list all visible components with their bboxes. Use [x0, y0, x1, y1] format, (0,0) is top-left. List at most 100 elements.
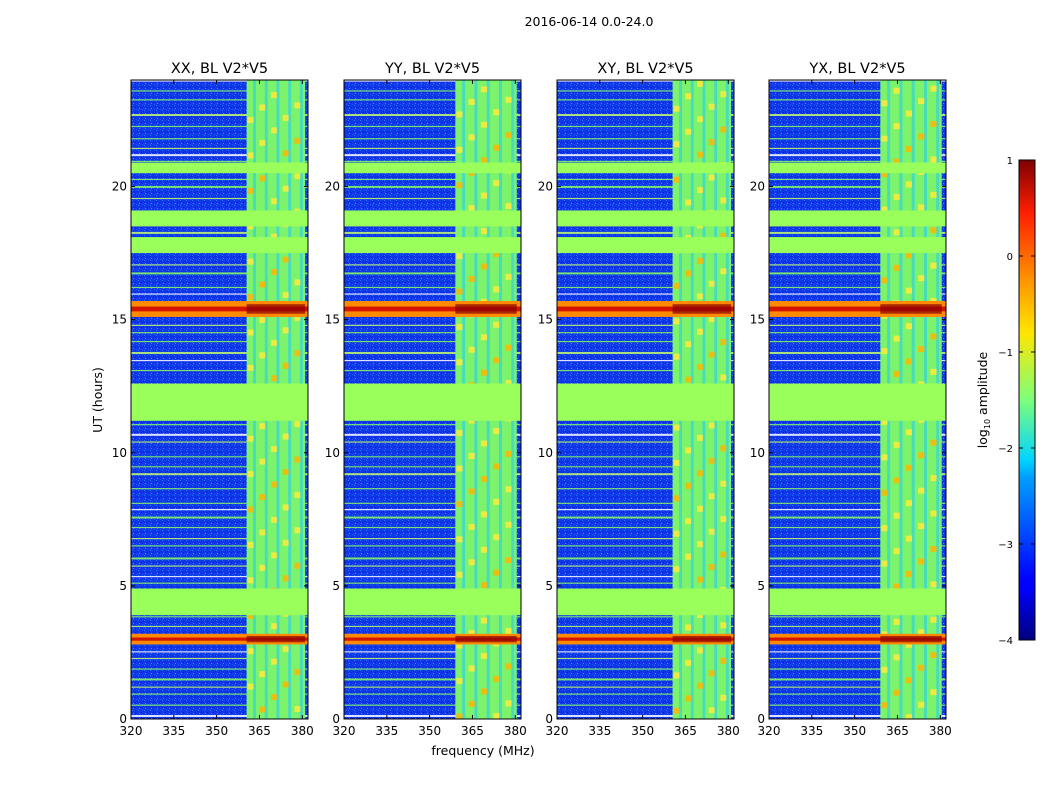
panel-1: XX, BL V2*V5 320 335 350 365 380 0 5 10 15 20 [112, 61, 314, 738]
rfi-blob [480, 511, 488, 518]
rfi-blob [881, 277, 888, 284]
rfi-blob [282, 575, 289, 582]
rfi-blob [720, 516, 727, 523]
flag-stripe [769, 526, 946, 529]
rfi-blob [493, 357, 500, 364]
flag-stripe [131, 99, 308, 101]
flag-stripe [344, 231, 521, 234]
rfi-blob [708, 139, 715, 146]
flagged-range [769, 383, 946, 421]
flag-stripe [344, 704, 521, 706]
flag-stripe [557, 154, 734, 157]
flag-stripe [769, 114, 946, 117]
flag-stripe [131, 704, 308, 706]
rfi-blob [480, 475, 488, 482]
flag-stripe [557, 293, 734, 295]
flag-stripe [769, 272, 946, 275]
flagged-range [557, 383, 734, 421]
rfi-blob [468, 346, 475, 353]
rfi-blob [918, 629, 925, 636]
flag-stripe [769, 488, 946, 490]
rfi-blob [893, 371, 900, 378]
flag-stripe [131, 125, 308, 128]
flag-stripe [344, 616, 521, 618]
y-tick-label: 15 [538, 313, 553, 327]
rfi-blob [282, 291, 289, 298]
rfi-blob [881, 171, 888, 178]
flag-stripe [557, 625, 734, 628]
flag-stripe [131, 441, 308, 443]
rfi-blob [493, 321, 500, 328]
flagged-range [344, 383, 521, 421]
high-amplitude-core [131, 306, 308, 312]
rfi-blob [456, 111, 463, 118]
flag-stripe [344, 526, 521, 529]
rfi-blob [685, 695, 692, 702]
flag-stripe [769, 147, 946, 150]
rfi-blob [720, 445, 727, 452]
rfi-blob [930, 439, 937, 446]
flag-stripe [769, 138, 946, 140]
rfi-blob [294, 421, 301, 428]
flag-stripe [557, 264, 734, 266]
flag-stripe [131, 488, 308, 490]
rfi-blob [893, 193, 900, 200]
flag-stripe [769, 80, 946, 82]
flag-stripe [769, 545, 946, 547]
flagged-range [344, 210, 521, 227]
rfi-blob [505, 96, 512, 103]
flag-stripe [344, 516, 521, 519]
panel-title: YY, BL V2*V5 [384, 61, 480, 77]
rfi-blob [294, 562, 301, 569]
rfi-blob [918, 204, 925, 211]
rfi-blob [918, 487, 925, 494]
flag-stripe [769, 185, 946, 188]
flag-stripe [769, 668, 946, 670]
flag-stripe [769, 197, 946, 200]
rfi-blob [673, 530, 680, 537]
rfi-blob [456, 500, 463, 507]
colorbar-tick-label: 1 [1007, 156, 1013, 167]
flag-stripe [769, 651, 946, 653]
colorbar-tick-label: −1 [998, 348, 1013, 359]
rfi-blob [930, 510, 937, 517]
flag-stripe [557, 582, 734, 584]
rfi-blob [930, 191, 937, 198]
rfi-blob [247, 152, 254, 159]
flag-stripe [344, 657, 521, 660]
flag-stripe [769, 456, 946, 458]
rfi-blob [881, 454, 888, 461]
rfi-blob [468, 488, 475, 495]
x-tick-label: 350 [843, 724, 866, 738]
rfi-blob [905, 535, 913, 542]
flag-stripe [557, 125, 734, 128]
rfi-blob [505, 273, 512, 280]
colorbar-ticks: 1 0 −1 −2 −3 −4 [998, 156, 1035, 647]
rfi-blob [247, 471, 254, 478]
flagged-range [131, 237, 308, 254]
flagged-range [557, 210, 734, 227]
flag-stripe [131, 678, 308, 681]
rfi-blob [697, 647, 703, 654]
rfi-blob [456, 288, 463, 295]
rfi-blob [930, 581, 937, 588]
rfi-blob [697, 151, 703, 158]
flag-stripe [344, 625, 521, 628]
rfi-blob [918, 701, 925, 708]
high-amplitude-core [769, 306, 946, 312]
flag-stripe [557, 286, 734, 289]
rfi-blob [294, 705, 301, 712]
rfi-blob [918, 452, 925, 459]
heatmap-cells [344, 80, 521, 719]
rfi-blob [294, 102, 301, 109]
rfi-blob [294, 314, 301, 321]
flagged-range [769, 210, 946, 227]
rfi-blob [673, 495, 680, 502]
flag-stripe [131, 231, 308, 234]
x-tick-label: 350 [418, 724, 441, 738]
rfi-blob [480, 121, 488, 128]
flag-stripe [769, 509, 946, 511]
flag-stripe [344, 80, 521, 82]
flag-stripe [344, 341, 521, 343]
flag-stripe [131, 537, 308, 540]
